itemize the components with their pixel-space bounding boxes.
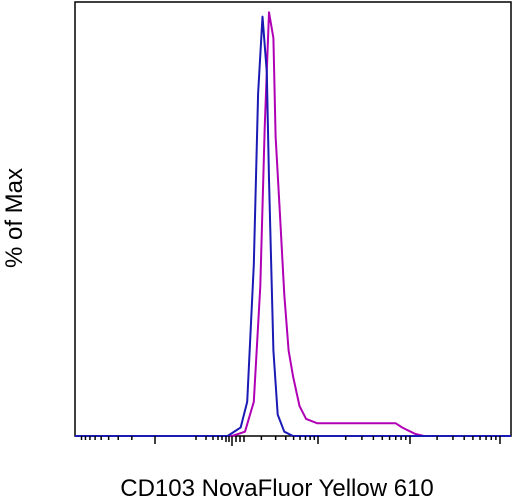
histogram-series-2 [75,15,511,437]
y-axis-label: % of Max [1,168,28,268]
histogram-series-1 [75,11,511,437]
series-layer [75,11,511,437]
x-axis-label: CD103 NovaFluor Yellow 610 [120,475,434,500]
x-axis-ticks [80,436,501,446]
